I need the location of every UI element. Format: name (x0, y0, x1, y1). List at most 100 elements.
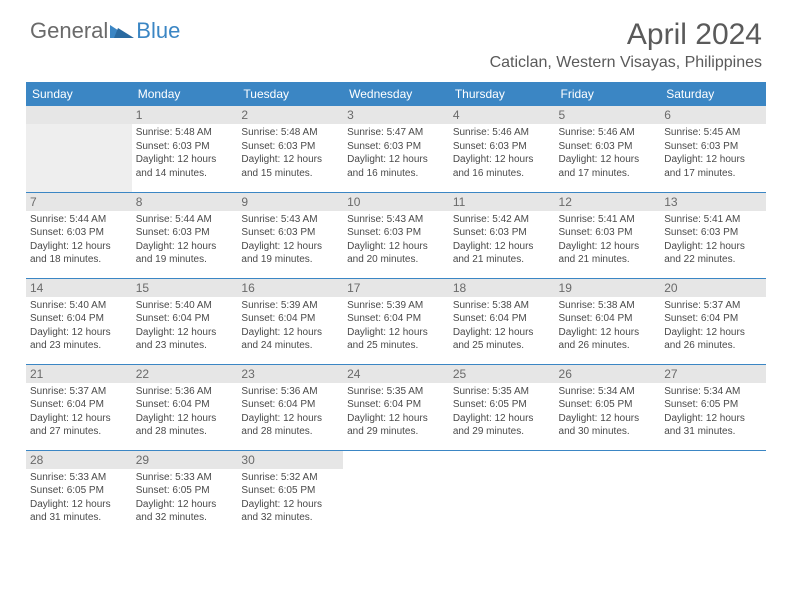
daylight-line: Daylight: 12 hours and 31 minutes. (30, 498, 128, 525)
calendar-day-cell (343, 450, 449, 536)
calendar-day-cell: 6 Sunrise: 5:45 AMSunset: 6:03 PMDaylight… (660, 106, 766, 192)
calendar-day-cell: 22Sunrise: 5:36 AMSunset: 6:04 PMDayligh… (132, 364, 238, 450)
day-number: 14 (26, 279, 132, 297)
day-number: 26 (555, 365, 661, 383)
day-number: 28 (26, 451, 132, 469)
logo: General Blue (30, 18, 180, 44)
day-number: 7 (26, 193, 132, 211)
calendar-week-row: 7Sunrise: 5:44 AMSunset: 6:03 PMDaylight… (26, 192, 766, 278)
sunrise-line: Sunrise: 5:41 AM (664, 213, 762, 227)
sunrise-line: Sunrise: 5:46 AM (559, 126, 657, 140)
sunrise-line: Sunrise: 5:39 AM (347, 299, 445, 313)
calendar-day-cell: 7Sunrise: 5:44 AMSunset: 6:03 PMDaylight… (26, 192, 132, 278)
calendar-day-cell: 29Sunrise: 5:33 AMSunset: 6:05 PMDayligh… (132, 450, 238, 536)
daylight-line: Daylight: 12 hours and 28 minutes. (241, 412, 339, 439)
daylight-line: Daylight: 12 hours and 25 minutes. (453, 326, 551, 353)
calendar-day-cell (660, 450, 766, 536)
day-header: Thursday (449, 82, 555, 106)
sunrise-line: Sunrise: 5:46 AM (453, 126, 551, 140)
day-number: 2 (237, 106, 343, 124)
sunset-line: Sunset: 6:03 PM (241, 226, 339, 240)
calendar-day-cell: 26Sunrise: 5:34 AMSunset: 6:05 PMDayligh… (555, 364, 661, 450)
sunset-line: Sunset: 6:03 PM (136, 226, 234, 240)
calendar-day-cell (555, 450, 661, 536)
day-number: 13 (660, 193, 766, 211)
header: General Blue April 2024 Caticlan, Wester… (0, 0, 792, 76)
calendar-day-cell: 21Sunrise: 5:37 AMSunset: 6:04 PMDayligh… (26, 364, 132, 450)
daylight-line: Daylight: 12 hours and 19 minutes. (136, 240, 234, 267)
calendar-day-cell: 5 Sunrise: 5:46 AMSunset: 6:03 PMDaylight… (555, 106, 661, 192)
sunrise-line: Sunrise: 5:42 AM (453, 213, 551, 227)
sunset-line: Sunset: 6:04 PM (136, 398, 234, 412)
day-number (26, 106, 132, 124)
sunset-line: Sunset: 6:05 PM (664, 398, 762, 412)
daylight-line: Daylight: 12 hours and 23 minutes. (136, 326, 234, 353)
sunset-line: Sunset: 6:05 PM (136, 484, 234, 498)
daylight-line: Daylight: 12 hours and 20 minutes. (347, 240, 445, 267)
sunset-line: Sunset: 6:05 PM (30, 484, 128, 498)
day-header: Saturday (660, 82, 766, 106)
calendar-day-cell: 27Sunrise: 5:34 AMSunset: 6:05 PMDayligh… (660, 364, 766, 450)
logo-text-general: General (30, 18, 108, 44)
sunset-line: Sunset: 6:04 PM (453, 312, 551, 326)
sunrise-line: Sunrise: 5:35 AM (453, 385, 551, 399)
sunrise-line: Sunrise: 5:39 AM (241, 299, 339, 313)
daylight-line: Daylight: 12 hours and 23 minutes. (30, 326, 128, 353)
day-number: 20 (660, 279, 766, 297)
day-header: Tuesday (237, 82, 343, 106)
page-title: April 2024 (490, 18, 762, 52)
daylight-line: Daylight: 12 hours and 27 minutes. (30, 412, 128, 439)
sunset-line: Sunset: 6:04 PM (136, 312, 234, 326)
sunrise-line: Sunrise: 5:45 AM (664, 126, 762, 140)
day-header: Friday (555, 82, 661, 106)
sunrise-line: Sunrise: 5:36 AM (241, 385, 339, 399)
calendar-day-cell: 28Sunrise: 5:33 AMSunset: 6:05 PMDayligh… (26, 450, 132, 536)
sunset-line: Sunset: 6:05 PM (559, 398, 657, 412)
daylight-line: Daylight: 12 hours and 14 minutes. (136, 153, 234, 180)
calendar-day-cell: 8 Sunrise: 5:44 AMSunset: 6:03 PMDaylight… (132, 192, 238, 278)
calendar-header-row: Sunday Monday Tuesday Wednesday Thursday… (26, 82, 766, 106)
day-header: Sunday (26, 82, 132, 106)
sunrise-line: Sunrise: 5:44 AM (136, 213, 234, 227)
calendar-day-cell: 1Sunrise: 5:48 AMSunset: 6:03 PMDaylight… (132, 106, 238, 192)
day-number: 18 (449, 279, 555, 297)
sunset-line: Sunset: 6:04 PM (241, 398, 339, 412)
sunrise-line: Sunrise: 5:41 AM (559, 213, 657, 227)
day-number: 6 (660, 106, 766, 124)
daylight-line: Daylight: 12 hours and 17 minutes. (664, 153, 762, 180)
day-number: 5 (555, 106, 661, 124)
daylight-line: Daylight: 12 hours and 17 minutes. (559, 153, 657, 180)
sunrise-line: Sunrise: 5:32 AM (241, 471, 339, 485)
calendar-day-cell: 13Sunrise: 5:41 AMSunset: 6:03 PMDayligh… (660, 192, 766, 278)
sunset-line: Sunset: 6:03 PM (453, 226, 551, 240)
day-number: 10 (343, 193, 449, 211)
daylight-line: Daylight: 12 hours and 29 minutes. (453, 412, 551, 439)
day-number: 22 (132, 365, 238, 383)
calendar-week-row: 21Sunrise: 5:37 AMSunset: 6:04 PMDayligh… (26, 364, 766, 450)
day-number: 3 (343, 106, 449, 124)
calendar-day-cell: 30Sunrise: 5:32 AMSunset: 6:05 PMDayligh… (237, 450, 343, 536)
sunset-line: Sunset: 6:04 PM (241, 312, 339, 326)
calendar-day-cell: 10Sunrise: 5:43 AMSunset: 6:03 PMDayligh… (343, 192, 449, 278)
daylight-line: Daylight: 12 hours and 22 minutes. (664, 240, 762, 267)
sunset-line: Sunset: 6:04 PM (30, 398, 128, 412)
day-number: 24 (343, 365, 449, 383)
logo-text-blue: Blue (136, 18, 180, 44)
sunset-line: Sunset: 6:03 PM (559, 140, 657, 154)
sunrise-line: Sunrise: 5:40 AM (30, 299, 128, 313)
day-number: 17 (343, 279, 449, 297)
daylight-line: Daylight: 12 hours and 16 minutes. (347, 153, 445, 180)
sunrise-line: Sunrise: 5:37 AM (664, 299, 762, 313)
sunset-line: Sunset: 6:05 PM (241, 484, 339, 498)
daylight-line: Daylight: 12 hours and 31 minutes. (664, 412, 762, 439)
calendar-day-cell: 11Sunrise: 5:42 AMSunset: 6:03 PMDayligh… (449, 192, 555, 278)
sunrise-line: Sunrise: 5:38 AM (453, 299, 551, 313)
daylight-line: Daylight: 12 hours and 21 minutes. (453, 240, 551, 267)
day-number: 8 (132, 193, 238, 211)
sunset-line: Sunset: 6:04 PM (559, 312, 657, 326)
day-number: 15 (132, 279, 238, 297)
daylight-line: Daylight: 12 hours and 21 minutes. (559, 240, 657, 267)
sunset-line: Sunset: 6:03 PM (136, 140, 234, 154)
sunset-line: Sunset: 6:03 PM (664, 140, 762, 154)
calendar-day-cell: 18 Sunrise: 5:38 AMSunset: 6:04 PMDayligh… (449, 278, 555, 364)
